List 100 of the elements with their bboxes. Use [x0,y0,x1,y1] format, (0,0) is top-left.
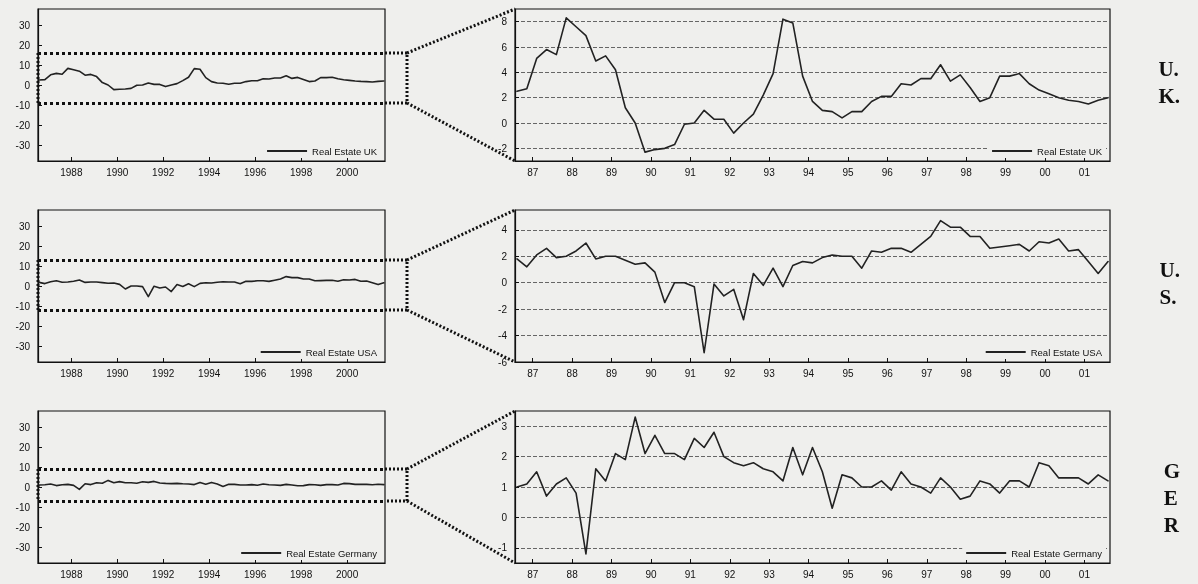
x-tick-label: 1998 [290,166,313,178]
x-tick-label: 94 [803,568,815,580]
y-tick-label: -20 [15,320,31,332]
x-tick-label: 00 [1039,367,1051,379]
y-tick-label: 30 [18,220,31,232]
x-tick-label: 93 [763,367,776,379]
x-tick-label: 91 [684,367,697,379]
y-tick-label: 20 [18,441,31,453]
y-tick-label: 30 [18,19,31,31]
x-tick-label: 1992 [152,166,175,178]
y-tick-label: 10 [18,59,31,71]
x-tick-label: 1996 [244,367,267,379]
y-tick-label: 0 [24,280,31,292]
y-tick-label: 20 [18,39,31,51]
legend-label: Real Estate USA [305,346,378,358]
y-tick-label: -10 [15,501,31,513]
x-tick-label: 95 [842,166,854,178]
x-tick-label: 2000 [335,166,359,178]
x-tick-label: 1988 [60,166,83,178]
y-tick-label: 0 [501,117,508,129]
x-tick-label: 90 [645,166,657,178]
legend-label: Real Estate Germany [286,547,378,559]
legend-label: Real Estate UK [312,145,378,157]
x-tick-label: 1998 [290,367,313,379]
y-tick-label: 4 [501,66,508,78]
x-tick-label: 2000 [335,568,359,580]
legend-label: Real Estate USA [1030,346,1103,358]
x-tick-label: 01 [1078,367,1091,379]
y-tick-label: 0 [501,511,508,523]
x-tick-label: 99 [1000,568,1012,580]
y-tick-label: 2 [501,451,508,463]
y-tick-label: 6 [501,41,508,53]
y-tick-label: 10 [18,461,31,473]
x-tick-label: 1996 [244,166,267,178]
y-tick-label: 0 [501,277,508,289]
x-tick-label: 1992 [152,367,175,379]
y-tick-label: 30 [18,421,31,433]
x-tick-label: 87 [527,568,539,580]
x-tick-label: 1988 [60,367,83,379]
x-tick-label: 96 [881,568,894,580]
x-tick-label: 90 [645,367,657,379]
x-tick-label: 00 [1039,166,1051,178]
y-tick-label: -4 [498,330,508,342]
x-tick-label: 1988 [60,568,83,580]
legend-label: Real Estate Germany [1011,547,1103,559]
y-tick-label: 3 [501,420,508,432]
x-tick-label: 93 [763,568,776,580]
x-tick-label: 94 [803,166,815,178]
x-tick-label: 97 [921,367,933,379]
y-tick-label: 2 [501,92,508,104]
x-tick-label: 97 [921,166,933,178]
text: G E R [1163,458,1181,537]
y-tick-label: 0 [24,79,31,91]
y-tick-label: -2 [498,142,508,154]
x-tick-label: 1994 [198,568,221,580]
y-tick-label: 0 [24,481,31,493]
y-tick-label: 20 [18,240,31,252]
x-tick-label: 99 [1000,166,1012,178]
y-tick-label: -6 [498,356,508,368]
x-tick-label: 1990 [106,166,129,178]
x-tick-label: 97 [921,568,933,580]
x-tick-label: 89 [605,166,618,178]
x-tick-label: 91 [684,166,697,178]
y-tick-label: -30 [15,139,31,151]
x-tick-label: 89 [605,568,618,580]
x-tick-label: 1990 [106,367,129,379]
y-tick-label: 4 [501,224,508,236]
y-tick-label: -20 [15,521,31,533]
text: U. K. [1158,56,1181,108]
y-tick-label: -1 [498,542,508,554]
x-tick-label: 01 [1078,568,1091,580]
x-tick-label: 98 [960,568,973,580]
x-tick-label: 89 [605,367,618,379]
x-tick-label: 1992 [152,568,175,580]
x-tick-label: 87 [527,166,539,178]
x-tick-label: 99 [1000,367,1012,379]
x-tick-label: 88 [566,367,579,379]
x-tick-label: 98 [960,166,973,178]
x-tick-label: 95 [842,367,854,379]
y-tick-label: -10 [15,300,31,312]
x-tick-label: 92 [724,166,736,178]
y-tick-label: 8 [501,16,508,28]
y-tick-label: -10 [15,99,31,111]
x-tick-label: 1990 [106,568,129,580]
x-tick-label: 1998 [290,568,313,580]
x-tick-label: 1994 [198,166,221,178]
x-tick-label: 87 [527,367,539,379]
x-tick-label: 94 [803,367,815,379]
x-tick-label: 91 [684,568,697,580]
y-tick-label: 2 [501,250,508,262]
y-tick-label: 1 [501,481,508,493]
x-tick-label: 96 [881,367,894,379]
y-tick-label: -30 [15,340,31,352]
x-tick-label: 92 [724,367,736,379]
text: U. S. [1159,257,1181,309]
x-tick-label: 88 [566,568,579,580]
x-tick-label: 2000 [335,367,359,379]
x-tick-label: 96 [881,166,894,178]
y-tick-label: -30 [15,541,31,553]
x-tick-label: 95 [842,568,854,580]
